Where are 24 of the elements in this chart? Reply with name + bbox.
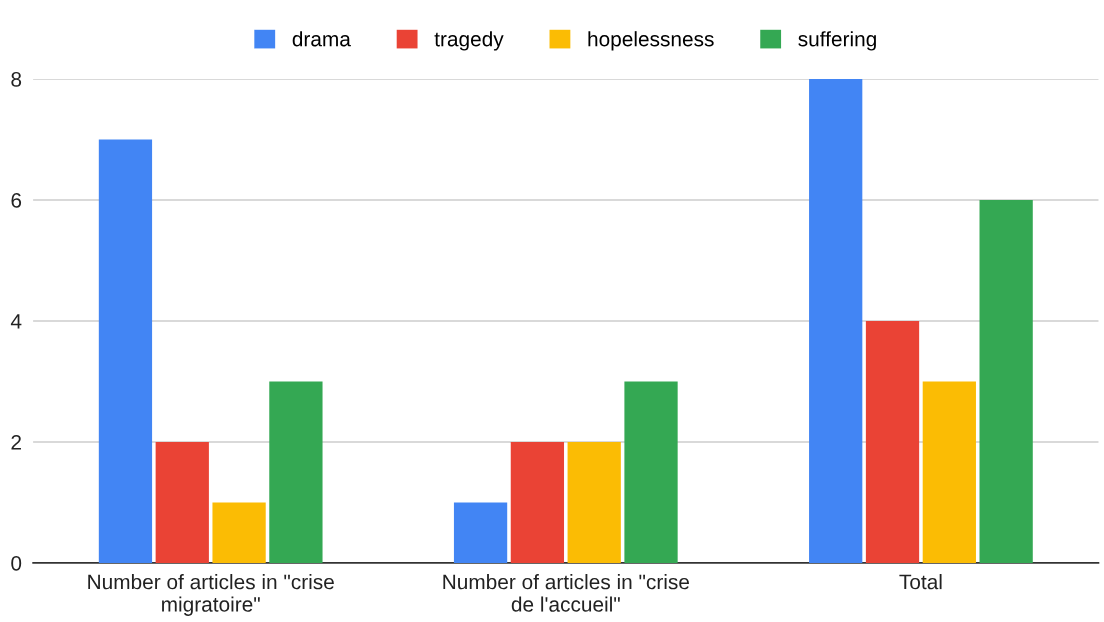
- x-tick-label: Number of articles in "crise migratoire": [88, 574, 334, 616]
- y-tick-label: 2: [11, 434, 21, 450]
- bar: [922, 381, 976, 563]
- x-tick-label: Number of articles in "crise de l'accueil": [443, 574, 689, 612]
- y-tick-label: 4: [10, 314, 22, 329]
- bar: [809, 78, 863, 563]
- legend-label: suffering: [798, 31, 876, 51]
- bar: [212, 502, 266, 563]
- legend-label: hopelessness: [588, 31, 714, 51]
- bar: [98, 139, 153, 563]
- bar: [865, 320, 920, 563]
- bar: [510, 441, 565, 563]
- y-tick-label: 6: [11, 192, 22, 208]
- bar: [624, 381, 678, 563]
- bar: [567, 441, 621, 563]
- bar: [269, 381, 323, 563]
- bar: [979, 199, 1033, 563]
- bar: [155, 441, 209, 563]
- y-tick-label: 0: [11, 555, 22, 571]
- x-tick-label: Total: [899, 574, 942, 590]
- legend-label: tragedy: [434, 31, 504, 51]
- legend-label: drama: [292, 31, 351, 47]
- y-tick-label: 8: [11, 72, 22, 87]
- bar: [453, 502, 508, 563]
